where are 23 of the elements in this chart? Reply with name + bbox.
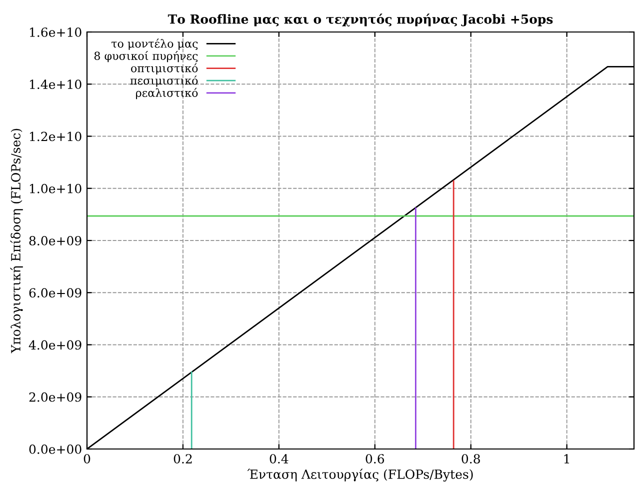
y-axis-title: Υπολογιστική Επίδοση (FLOPs/sec) xyxy=(10,128,23,354)
x-tick-label: 1 xyxy=(564,454,570,464)
legend-label: οπτιμιστικό xyxy=(131,63,198,74)
x-tick-label: 0.8 xyxy=(462,454,480,464)
y-tick-label: 6.0e+09 xyxy=(29,288,82,298)
legend-label: πεσιμιστικό xyxy=(130,76,198,87)
legend-label: ρεαλιστικό xyxy=(136,88,198,100)
y-tick-label: 0.0e+00 xyxy=(29,444,82,454)
x-tick-label: 0 xyxy=(84,454,90,464)
y-tick-label: 2.0e+09 xyxy=(29,392,82,402)
x-axis-title: Ένταση Λειτουργίας (FLOPs/Bytes) xyxy=(247,468,473,482)
x-tick-label: 0.2 xyxy=(174,454,192,464)
legend-label: το μοντέλο μας xyxy=(112,38,198,50)
x-tick-label: 0.4 xyxy=(270,454,288,464)
y-tick-label: 1.6e+10 xyxy=(30,27,82,37)
x-tick-label: 0.6 xyxy=(366,454,384,464)
y-tick-label: 1.4e+10 xyxy=(30,80,82,90)
y-tick-label: 8.0e+09 xyxy=(29,236,82,246)
y-tick-label: 1.2e+10 xyxy=(30,132,82,142)
chart-title: Το Roofline μας και ο τεχνητός πυρήνας Jacobi +5ops xyxy=(168,14,553,26)
y-tick-label: 4.0e+09 xyxy=(28,340,82,350)
y-tick-label: 1.0e+10 xyxy=(30,184,82,194)
legend-label: 8 φυσικοί πυρήνες xyxy=(94,50,198,62)
